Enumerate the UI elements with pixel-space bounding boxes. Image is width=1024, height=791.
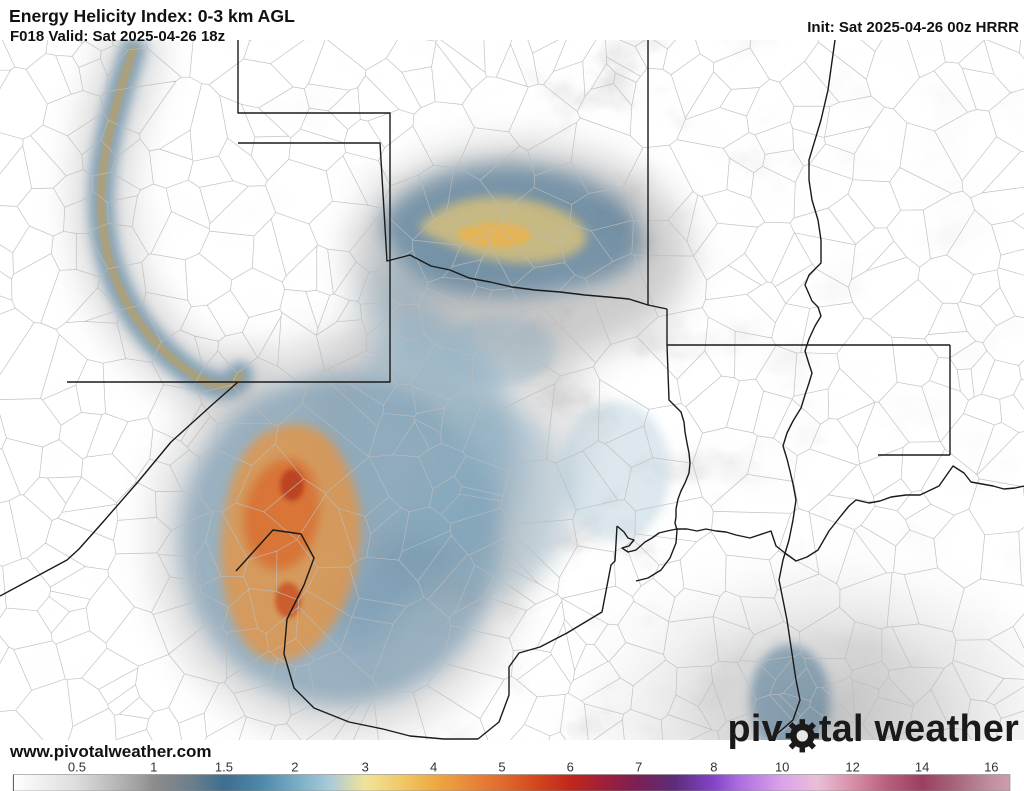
svg-text:5: 5 xyxy=(498,760,505,775)
svg-text:www.pivotalweather.com: www.pivotalweather.com xyxy=(9,742,212,761)
svg-text:piv: piv xyxy=(728,707,783,749)
svg-text:F018 Valid: Sat 2025-04-26 18z: F018 Valid: Sat 2025-04-26 18z xyxy=(10,28,225,45)
svg-text:3: 3 xyxy=(362,760,369,775)
svg-text:16: 16 xyxy=(984,760,998,775)
svg-text:1: 1 xyxy=(150,760,157,775)
svg-text:6: 6 xyxy=(567,760,574,775)
svg-text:tal weather: tal weather xyxy=(819,707,1019,749)
svg-text:12: 12 xyxy=(845,760,859,775)
svg-text:10: 10 xyxy=(775,760,789,775)
svg-text:14: 14 xyxy=(915,760,929,775)
svg-text:8: 8 xyxy=(710,760,717,775)
svg-text:1.5: 1.5 xyxy=(215,760,233,775)
svg-text:Init: Sat 2025-04-26 00z HRRR: Init: Sat 2025-04-26 00z HRRR xyxy=(807,19,1019,36)
svg-text:0.5: 0.5 xyxy=(68,760,86,775)
svg-text:2: 2 xyxy=(291,760,298,775)
svg-text:Energy Helicity Index: 0-3 km: Energy Helicity Index: 0-3 km AGL xyxy=(9,6,295,26)
svg-text:4: 4 xyxy=(430,760,437,775)
svg-text:7: 7 xyxy=(635,760,642,775)
